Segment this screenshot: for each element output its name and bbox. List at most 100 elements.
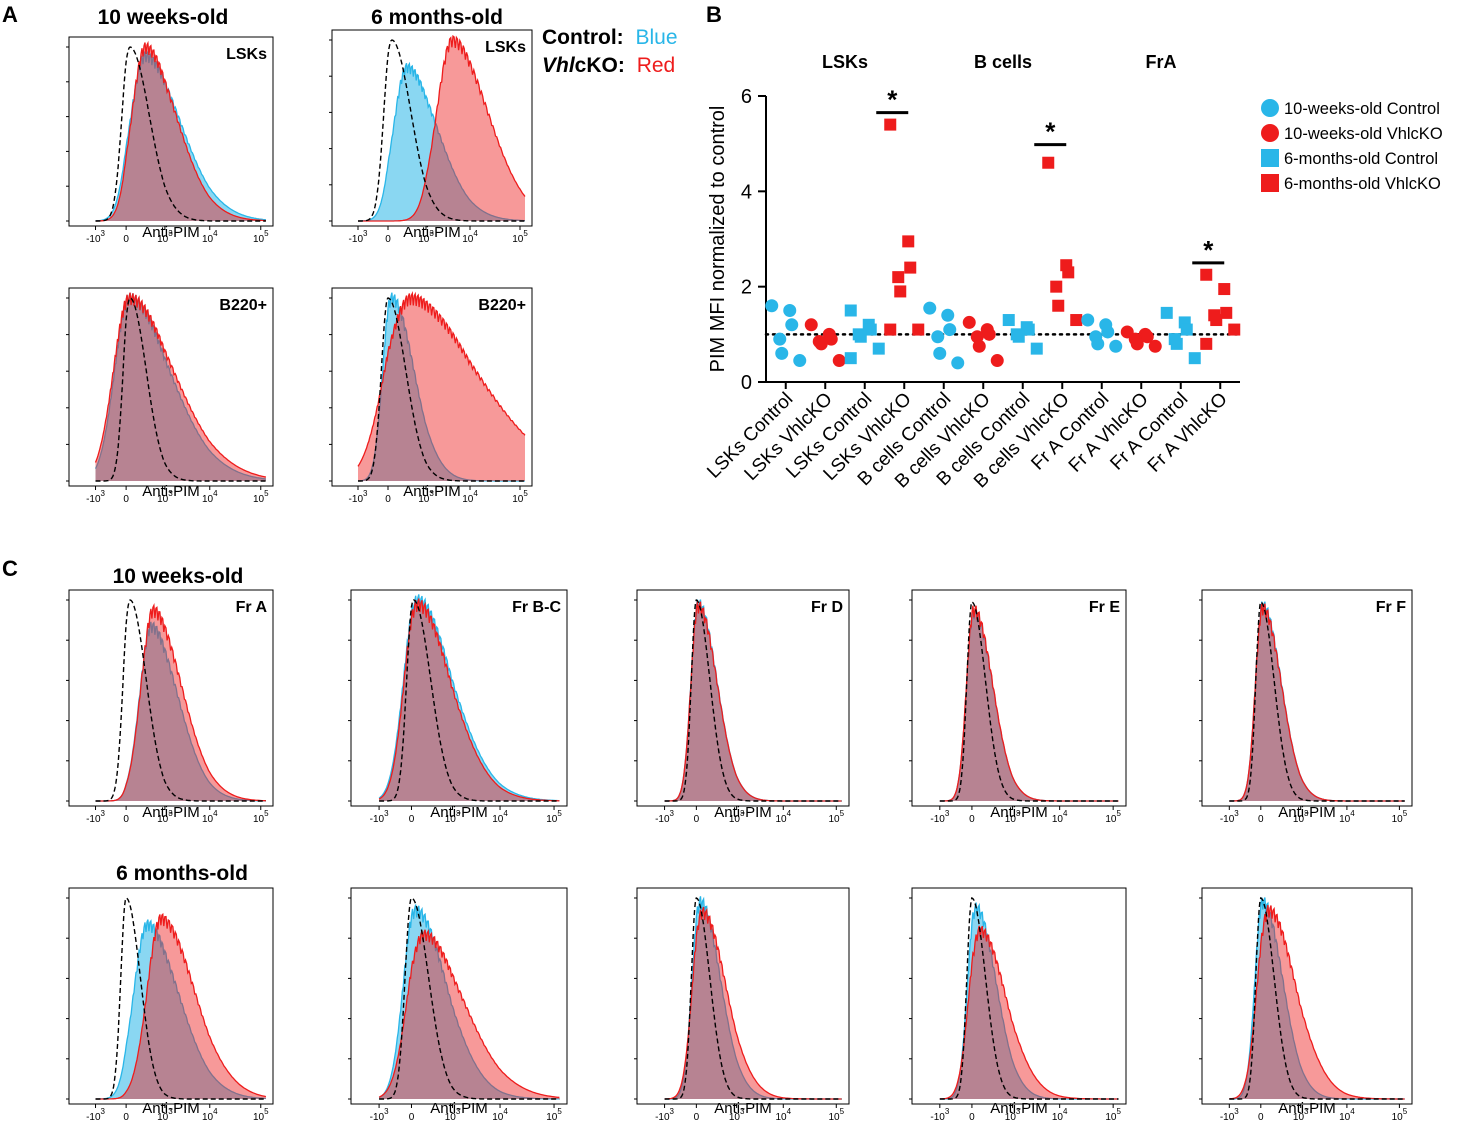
- data-point: [864, 323, 877, 336]
- data-point: [872, 342, 885, 355]
- x-tick-exponent: 3: [429, 229, 434, 238]
- x-tick-label: 104: [1052, 809, 1068, 825]
- plot-frame: [636, 589, 850, 807]
- control-histogram-fill: [95, 51, 266, 222]
- isotype-control-curve: [358, 39, 525, 222]
- data-point: [1030, 342, 1043, 355]
- control-histogram-fill: [1229, 897, 1405, 1099]
- control-histogram-fill: [664, 599, 842, 801]
- x-tick-base: -10: [86, 234, 101, 245]
- vhlcko-histogram-fill: [379, 598, 560, 801]
- significance-star: *: [1203, 235, 1214, 265]
- data-point: [923, 301, 937, 315]
- x-tick-base: -10: [930, 1112, 945, 1123]
- x-tick-exponent: 4: [787, 809, 792, 818]
- vhlcko-histogram-fill: [1229, 905, 1405, 1099]
- x-tick-label: 103: [1293, 1107, 1309, 1123]
- x-tick-base: 10: [512, 494, 524, 505]
- x-tick-label: 105: [1105, 809, 1121, 825]
- vhlcko-histogram-line: [95, 40, 266, 222]
- data-point: [943, 323, 957, 337]
- x-tick-label: 104: [462, 229, 478, 245]
- x-axis-label: Anti-PIM: [1278, 1100, 1336, 1117]
- x-tick-exponent: 3: [168, 1107, 173, 1116]
- x-tick-label: 103: [729, 809, 745, 825]
- x-tick-base: -10: [86, 494, 101, 505]
- x-tick-exponent: 4: [213, 229, 218, 238]
- data-point: [824, 332, 838, 346]
- x-tick-label: 103: [445, 809, 461, 825]
- x-tick-base: 0: [123, 494, 129, 505]
- vhlcko-histogram-fill: [939, 605, 1119, 801]
- isotype-control-curve: [939, 896, 1119, 1100]
- data-point: [1042, 156, 1055, 169]
- population-tag: B220+: [219, 297, 267, 314]
- legend-control-key: Control:: [542, 26, 624, 49]
- isotype-control-curve: [95, 46, 266, 222]
- x-tick-label: 105: [1392, 1107, 1408, 1123]
- plot-frame: [350, 589, 568, 807]
- x-tick-exponent: 4: [1350, 1107, 1355, 1116]
- data-point: [951, 356, 965, 370]
- x-tick-exponent: 5: [840, 1107, 845, 1116]
- data-point: [894, 285, 907, 298]
- plot-frame: [68, 887, 274, 1105]
- x-tick-label: -103: [1220, 1107, 1239, 1123]
- x-tick-exponent: 5: [1403, 1107, 1408, 1116]
- panel-b-scatter-chart: 0 2 4 6 PIM MFI normalized to control LSKs B c…: [703, 52, 1443, 492]
- data-point: [1052, 299, 1065, 312]
- x-tick-label: 104: [492, 809, 508, 825]
- x-tick-base: 10: [1052, 1112, 1064, 1123]
- data-point: [1180, 323, 1193, 336]
- x-tick-exponent: 4: [473, 229, 478, 238]
- x-tick-label: -103: [370, 1107, 389, 1123]
- x-tick-base: -10: [1220, 814, 1235, 825]
- point-group-4: [923, 301, 965, 370]
- control-histogram-line: [358, 61, 525, 222]
- data-point: [1148, 339, 1162, 353]
- x-tick-label: 0: [385, 494, 391, 505]
- x-tick-label: 103: [1005, 1107, 1021, 1123]
- data-point: [1062, 266, 1075, 279]
- x-tick-label: 104: [775, 1107, 791, 1123]
- isotype-control-curve: [358, 297, 525, 482]
- x-tick-label: 105: [828, 1107, 844, 1123]
- x-tick-label: 104: [1339, 1107, 1355, 1123]
- x-tick-label: -103: [1220, 809, 1239, 825]
- x-tick-exponent: 3: [363, 229, 368, 238]
- data-point: [793, 354, 807, 368]
- x-tick-exponent: 3: [101, 809, 106, 818]
- legend-marker: [1261, 174, 1279, 192]
- plot-frame: [331, 287, 533, 487]
- x-tick-label: 104: [202, 809, 218, 825]
- x-axis-label: Anti-PIM: [142, 483, 200, 500]
- x-tick-label: 0: [969, 814, 975, 825]
- x-tick-base: 10: [445, 814, 457, 825]
- x-tick-base: 0: [1258, 814, 1264, 825]
- x-tick-exponent: 3: [384, 1107, 389, 1116]
- x-tick-exponent: 4: [1350, 809, 1355, 818]
- data-point: [1218, 283, 1231, 296]
- control-histogram-fill: [379, 594, 560, 801]
- panel-a-title-6m: 6 months-old: [371, 6, 503, 29]
- x-axis-label: Anti-PIM: [142, 804, 200, 821]
- y-tick-label: 2: [741, 277, 752, 299]
- vhlcko-histogram-line: [378, 598, 560, 802]
- plot-frame: [1201, 887, 1413, 1105]
- x-tick-base: 10: [1293, 1112, 1305, 1123]
- panel-a-title-10w: 10 weeks-old: [98, 6, 229, 29]
- x-tick-label: 104: [492, 1107, 508, 1123]
- x-tick-base: 10: [775, 1112, 787, 1123]
- x-tick-base: 0: [385, 494, 391, 505]
- data-point: [1002, 314, 1015, 327]
- x-tick-base: -10: [349, 234, 364, 245]
- x-tick-base: 10: [1293, 814, 1305, 825]
- x-tick-base: 10: [1005, 814, 1017, 825]
- legend-label: 10-weeks-old Control: [1284, 100, 1440, 118]
- legend-marker: [1261, 99, 1279, 117]
